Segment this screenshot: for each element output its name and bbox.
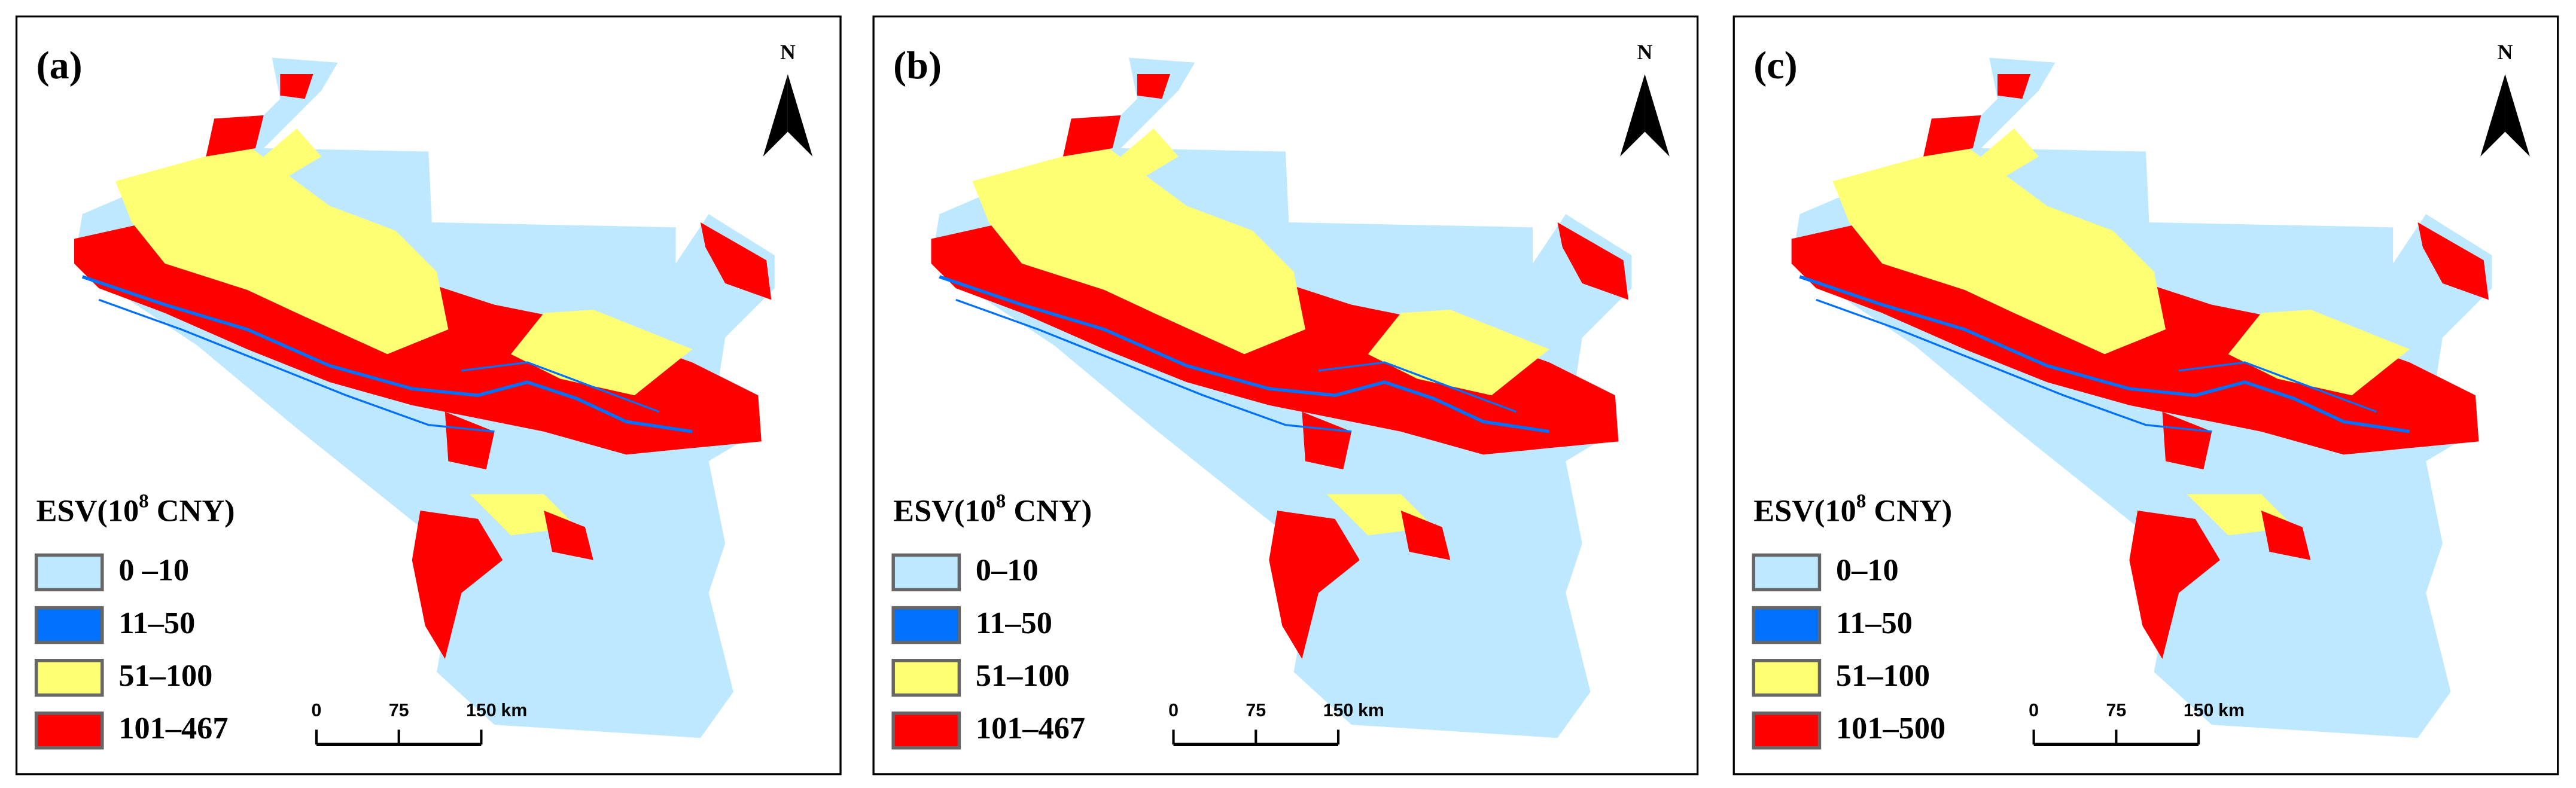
- legend-title-sup: 8: [139, 490, 149, 512]
- scale-label: 150: [2184, 701, 2214, 720]
- panel-label: (a): [36, 44, 83, 87]
- legend-label: 51–100: [1836, 658, 1930, 693]
- legend-label: 101–500: [1836, 711, 1945, 746]
- legend-title-sup: 8: [1856, 490, 1866, 512]
- north-label: N: [1637, 40, 1653, 64]
- scale-unit: km: [501, 701, 528, 720]
- legend-swatch: [34, 553, 104, 592]
- scale-label: 0: [312, 701, 322, 720]
- scale-label: 0: [2029, 701, 2039, 720]
- north-arrow: [2480, 74, 2505, 157]
- legend-title-text: ESV(10: [36, 494, 139, 529]
- north-arrow: [787, 74, 813, 157]
- panel-label: (c): [1753, 44, 1797, 87]
- legend-title: ESV(108 CNY): [1753, 490, 1952, 529]
- north-label: N: [2498, 40, 2513, 64]
- panel: (b) N ESV(108 CNY) 0–10 11–50 51–100 101–467 0 7…: [872, 15, 1699, 775]
- legend-swatch: [1752, 606, 1822, 645]
- legend-title-text: CNY): [1006, 494, 1092, 529]
- scale-label: 150: [1323, 701, 1354, 720]
- legend-title-text: ESV(10: [1753, 494, 1856, 529]
- scale-label: 75: [2106, 701, 2127, 720]
- legend-swatch: [1752, 658, 1822, 697]
- legend-label: 51–100: [118, 658, 212, 693]
- scale-unit: km: [2218, 701, 2245, 720]
- legend-title-sup: 8: [996, 490, 1006, 512]
- legend-label: 101–467: [118, 711, 228, 746]
- legend-swatch: [34, 658, 104, 697]
- legend-label: 101–467: [976, 711, 1085, 746]
- panel-label: (b): [893, 44, 942, 87]
- legend-label: 11–50: [976, 606, 1052, 640]
- north-arrow: [1620, 74, 1645, 157]
- north-arrow: [763, 74, 788, 157]
- legend-swatch: [34, 711, 104, 750]
- legend-title-text: CNY): [149, 494, 235, 529]
- scale-label: 150: [466, 701, 497, 720]
- legend-title-text: CNY): [1866, 494, 1952, 529]
- panel: (a) N ESV(108 CNY) 0 –10 11–50 51–100 101–467 0…: [15, 15, 842, 775]
- panel: (c) N ESV(108 CNY) 0–10 11–50 51–100 101–500 0 7…: [1732, 15, 2559, 775]
- legend-swatch: [891, 711, 961, 750]
- legend-swatch: [891, 658, 961, 697]
- north-label: N: [780, 40, 796, 64]
- legend-swatch: [1752, 711, 1822, 750]
- legend-label: 11–50: [118, 606, 195, 640]
- legend-label: 51–100: [976, 658, 1070, 693]
- legend-label: 0 –10: [118, 553, 189, 588]
- scale-unit: km: [1358, 701, 1384, 720]
- legend-label: 11–50: [1836, 606, 1913, 640]
- scale-label: 75: [389, 701, 409, 720]
- legend-title: ESV(108 CNY): [893, 490, 1092, 529]
- scale-label: 75: [1246, 701, 1266, 720]
- legend-swatch: [891, 553, 961, 592]
- scale-label: 0: [1168, 701, 1179, 720]
- legend-swatch: [34, 606, 104, 645]
- legend-label: 0–10: [1836, 553, 1899, 588]
- legend-label: 0–10: [976, 553, 1039, 588]
- legend-title-text: ESV(10: [893, 494, 996, 529]
- legend-title: ESV(108 CNY): [36, 490, 235, 529]
- legend-swatch: [891, 606, 961, 645]
- legend-swatch: [1752, 553, 1822, 592]
